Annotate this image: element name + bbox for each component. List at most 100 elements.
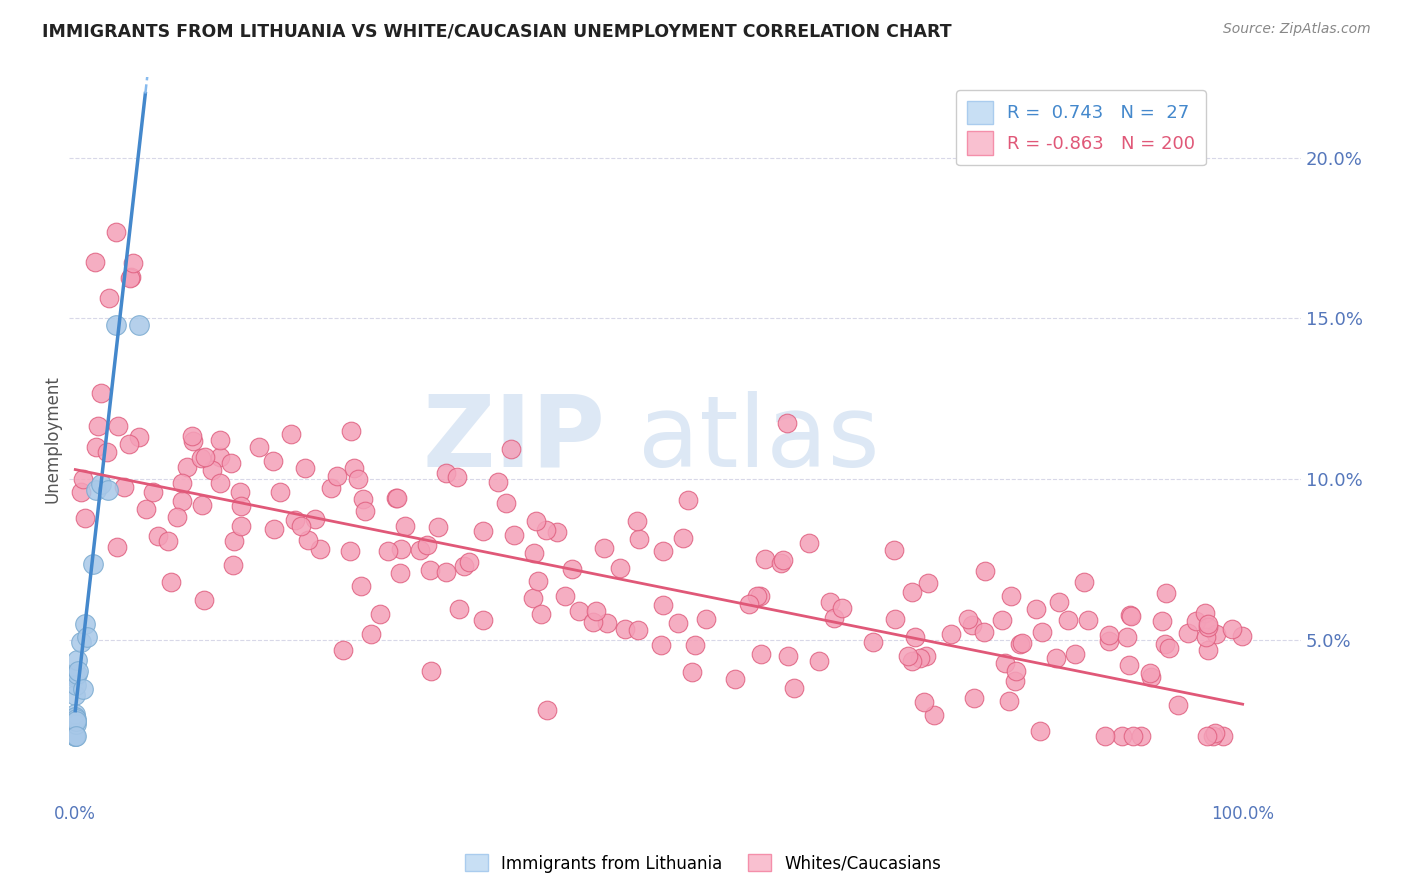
Point xyxy=(247,440,270,454)
Point xyxy=(1064,648,1087,662)
Point xyxy=(65,712,87,726)
Point xyxy=(823,611,845,625)
Point xyxy=(72,681,94,696)
Point xyxy=(778,648,800,663)
Point xyxy=(567,604,589,618)
Point xyxy=(530,607,553,621)
Point xyxy=(118,270,141,285)
Point xyxy=(1119,607,1142,622)
Point xyxy=(284,513,307,527)
Point xyxy=(146,529,169,543)
Point xyxy=(1202,729,1225,743)
Point xyxy=(782,681,804,695)
Point xyxy=(449,602,471,616)
Point xyxy=(105,540,128,554)
Point xyxy=(1004,673,1026,688)
Point xyxy=(754,552,776,566)
Point xyxy=(457,556,479,570)
Point xyxy=(263,522,285,536)
Point xyxy=(883,543,905,558)
Legend: R =  0.743   N =  27, R = -0.863   N = 200: R = 0.743 N = 27, R = -0.863 N = 200 xyxy=(956,90,1206,165)
Point xyxy=(585,604,607,618)
Point xyxy=(280,426,302,441)
Point xyxy=(118,437,141,451)
Point xyxy=(160,574,183,589)
Point xyxy=(90,386,112,401)
Point xyxy=(1159,640,1181,655)
Point xyxy=(1194,606,1216,620)
Point xyxy=(385,491,408,505)
Text: ZIP: ZIP xyxy=(422,391,605,488)
Point xyxy=(524,514,547,528)
Point xyxy=(1008,636,1031,650)
Point xyxy=(434,565,457,579)
Point xyxy=(1205,627,1227,641)
Point xyxy=(97,483,120,497)
Point xyxy=(104,225,127,239)
Point xyxy=(419,563,441,577)
Point xyxy=(339,425,361,439)
Point xyxy=(409,543,432,558)
Point xyxy=(1000,589,1022,603)
Point xyxy=(536,703,558,717)
Point xyxy=(1140,670,1163,684)
Point xyxy=(297,533,319,547)
Point xyxy=(193,592,215,607)
Point xyxy=(627,624,650,638)
Point xyxy=(194,450,217,465)
Point xyxy=(651,544,673,558)
Point xyxy=(208,434,231,448)
Point xyxy=(912,695,935,709)
Point xyxy=(769,556,792,570)
Point xyxy=(142,485,165,500)
Point xyxy=(626,514,648,528)
Point xyxy=(128,430,150,444)
Point xyxy=(1049,595,1071,609)
Point xyxy=(900,654,922,668)
Point xyxy=(209,475,232,490)
Point xyxy=(157,534,180,549)
Point xyxy=(347,472,370,486)
Point xyxy=(201,463,224,477)
Point xyxy=(353,504,375,518)
Point xyxy=(1194,630,1216,644)
Point xyxy=(84,440,107,454)
Point xyxy=(65,688,87,702)
Point xyxy=(76,630,98,644)
Point xyxy=(166,510,188,524)
Point xyxy=(917,575,939,590)
Point xyxy=(724,673,747,687)
Point xyxy=(105,318,128,332)
Point xyxy=(897,649,920,664)
Point xyxy=(1025,602,1047,616)
Point xyxy=(1045,651,1067,665)
Point xyxy=(1118,658,1140,673)
Point xyxy=(884,612,907,626)
Text: Source: ZipAtlas.com: Source: ZipAtlas.com xyxy=(1223,22,1371,37)
Point xyxy=(991,613,1014,627)
Point xyxy=(901,585,924,599)
Point xyxy=(434,466,457,480)
Point xyxy=(209,450,232,465)
Point xyxy=(908,651,931,665)
Point xyxy=(939,627,962,641)
Point xyxy=(66,667,89,681)
Point xyxy=(472,524,495,538)
Point xyxy=(415,538,437,552)
Point xyxy=(546,525,568,540)
Point xyxy=(309,541,332,556)
Point xyxy=(666,616,689,631)
Point xyxy=(352,491,374,506)
Point xyxy=(596,616,619,631)
Point xyxy=(70,635,93,649)
Point xyxy=(1154,637,1177,651)
Point xyxy=(527,574,550,589)
Point xyxy=(224,533,246,548)
Point xyxy=(613,622,636,636)
Point xyxy=(107,418,129,433)
Point xyxy=(1212,729,1234,743)
Point xyxy=(229,500,252,514)
Point xyxy=(65,729,87,743)
Point xyxy=(1116,630,1139,644)
Point xyxy=(486,475,509,490)
